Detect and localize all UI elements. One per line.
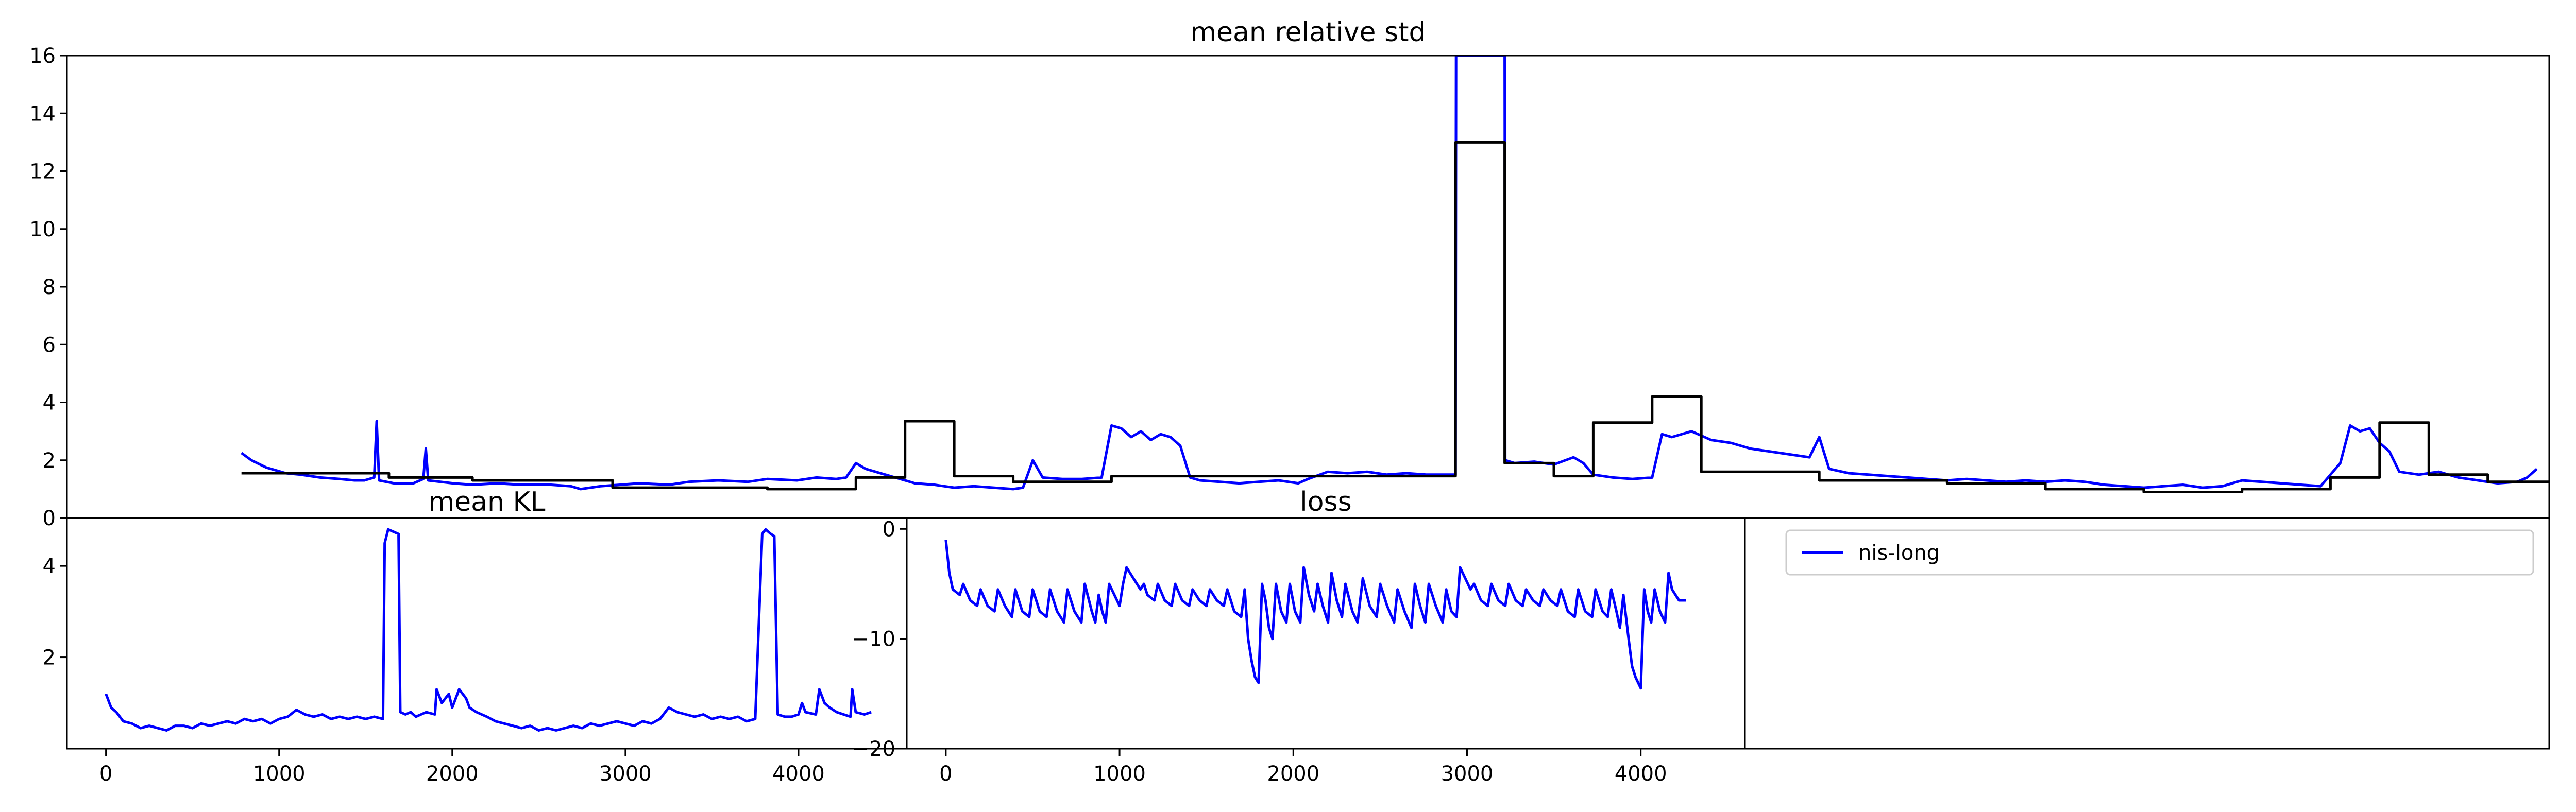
- y-axis-ticks-loss: 0 −10 −20: [852, 517, 907, 761]
- x-tick-label-mean-kl: 0: [99, 762, 112, 786]
- x-tick-label-loss: 0: [939, 762, 952, 786]
- series-group-mean-kl: [105, 528, 872, 732]
- x-tick-label-mean-kl: 4000: [772, 762, 825, 786]
- panel-mean-relative-std: mean relative std 0 2 4 6 8 10 12 14 16: [29, 17, 2550, 530]
- y-tick-label-mean-relative-std: 2: [43, 449, 56, 473]
- y-tick-label-mean-relative-std: 4: [43, 391, 56, 415]
- series-group-loss: [944, 540, 1686, 690]
- panel-title-mean-kl: mean KL: [428, 487, 545, 517]
- y-tick-label-mean-relative-std: 12: [29, 160, 56, 184]
- legend-label-nis-long: nis-long: [1858, 541, 1940, 565]
- y-tick-label-mean-relative-std: 16: [29, 44, 56, 68]
- x-tick-label-loss: 2000: [1267, 762, 1319, 786]
- y-tick-label-loss: 0: [883, 517, 895, 541]
- x-tick-label-mean-kl: 1000: [253, 762, 306, 786]
- y-tick-label-mean-relative-std: 0: [43, 507, 56, 530]
- panel-legend: nis-long: [1744, 517, 2550, 750]
- x-axis-ticks-mean-kl: 0 1000 2000 3000 4000: [99, 749, 825, 786]
- series-line-loss-main: [944, 540, 1686, 690]
- y-tick-label-mean-kl: 2: [43, 646, 56, 670]
- y-tick-label-mean-relative-std: 8: [43, 275, 56, 299]
- panel-loss: 0 −10 −20 0 1000 2000 3000 4000 loss: [852, 487, 1746, 786]
- y-tick-label-mean-relative-std: 14: [29, 102, 56, 126]
- x-tick-label-loss: 3000: [1441, 762, 1494, 786]
- panel-mean-kl: 24 0 1000 2000 3000 4000 mean KL: [43, 487, 908, 786]
- x-axis-ticks-loss: 0 1000 2000 3000 4000: [939, 749, 1667, 786]
- panel-title-mean-relative-std: mean relative std: [1190, 17, 1426, 48]
- x-tick-label-loss: 1000: [1093, 762, 1146, 786]
- series-group-mean-relative-std: [241, 56, 2549, 493]
- series-line-mean-kl-main: [105, 528, 872, 732]
- series-line-mean-relative-std-noisy: [241, 56, 2538, 491]
- y-tick-label-mean-relative-std: 10: [29, 218, 56, 241]
- x-tick-label-mean-kl: 3000: [599, 762, 652, 786]
- x-tick-label-loss: 4000: [1615, 762, 1667, 786]
- y-tick-label-mean-kl: 4: [43, 555, 56, 578]
- y-tick-label-loss: −10: [852, 628, 895, 651]
- y-axis-ticks-mean-kl: 24: [43, 555, 67, 670]
- panel-title-loss: loss: [1300, 487, 1351, 517]
- y-axis-ticks-mean-relative-std: 0 2 4 6 8 10 12 14 16: [29, 44, 67, 530]
- legend-box: [1785, 529, 2534, 576]
- y-tick-label-loss: −20: [852, 737, 895, 761]
- x-tick-label-mean-kl: 2000: [426, 762, 479, 786]
- axes-frame-legend: [1744, 517, 2550, 750]
- y-tick-label-mean-relative-std: 6: [43, 333, 56, 357]
- series-line-mean-relative-std-step: [241, 141, 2549, 493]
